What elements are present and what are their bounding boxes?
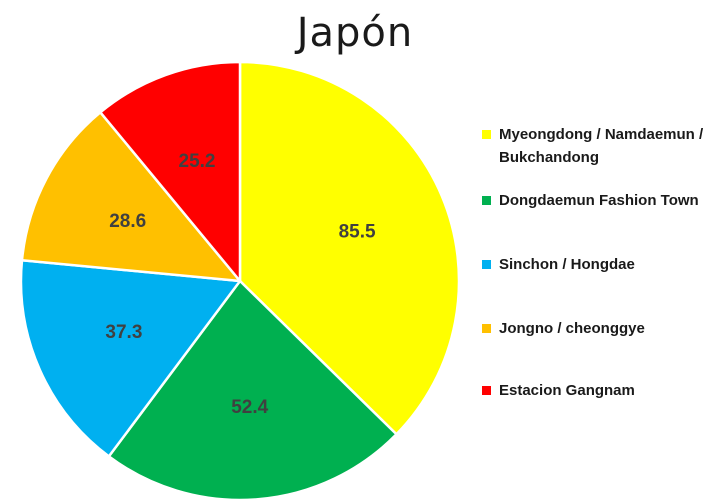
- slice-value-label: 28.6: [109, 211, 146, 232]
- pie-slice: [238, 60, 461, 436]
- legend-item: Dongdaemun Fashion Town: [482, 191, 704, 212]
- pie-slice: [99, 60, 242, 283]
- legend-swatch: [482, 260, 491, 269]
- legend-item: Myeongdong / Namdaemun / Bukchandong: [482, 125, 704, 169]
- pie-slice: [107, 279, 398, 500]
- legend-item: Jongno / cheonggye: [482, 319, 704, 340]
- pie-slice: [19, 259, 242, 458]
- legend-item: Sinchon / Hongdae: [482, 255, 704, 276]
- legend-label: Estacion Gangnam: [499, 382, 635, 399]
- legend-item: Estacion Gangnam: [482, 381, 704, 402]
- legend-label: Sinchon / Hongdae: [499, 256, 635, 273]
- legend-swatch: [482, 386, 491, 395]
- slice-value-label: 85.5: [339, 221, 376, 242]
- chart-title: Japón: [296, 10, 414, 56]
- slice-value-label: 25.2: [179, 151, 216, 172]
- pie-slice: [20, 111, 242, 283]
- slice-value-label: 52.4: [231, 397, 268, 418]
- legend-label: Myeongdong / Namdaemun / Bukchandong: [499, 126, 704, 166]
- legend-swatch: [482, 324, 491, 333]
- legend-swatch: [482, 196, 491, 205]
- slice-value-label: 37.3: [105, 322, 142, 343]
- legend-label: Dongdaemun Fashion Town: [499, 192, 699, 209]
- legend-swatch: [482, 130, 491, 139]
- legend-label: Jongno / cheonggye: [499, 320, 645, 337]
